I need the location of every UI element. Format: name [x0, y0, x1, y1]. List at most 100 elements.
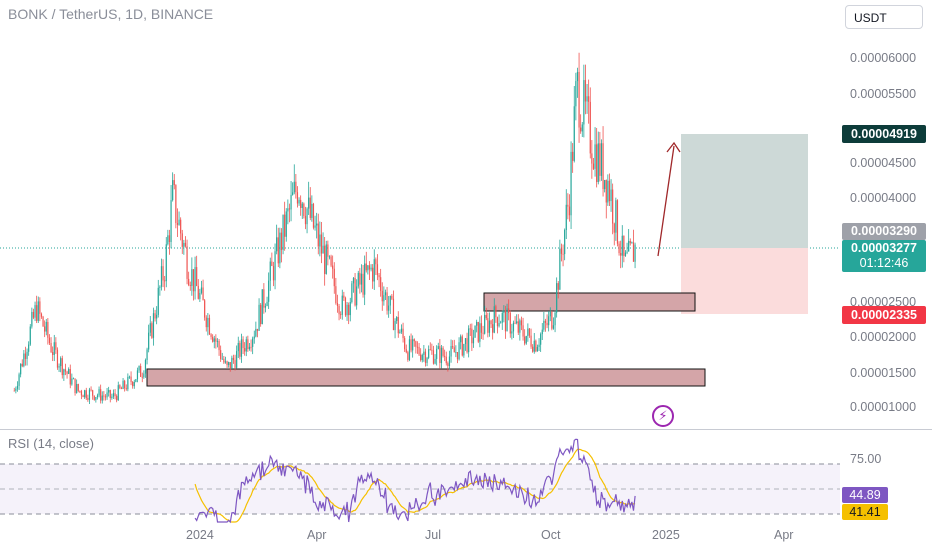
- candle-body: [463, 343, 465, 356]
- candle-body: [351, 283, 353, 303]
- candle-body: [442, 347, 444, 356]
- candle-body: [103, 395, 105, 397]
- candle-body: [511, 331, 513, 334]
- candle-body: [258, 304, 260, 331]
- candle-body: [573, 106, 575, 161]
- candle-body: [608, 180, 611, 202]
- candle-body: [405, 349, 407, 353]
- candle-body: [532, 346, 534, 352]
- candle-body: [240, 339, 243, 357]
- candle-body: [620, 253, 622, 256]
- candle-body: [484, 314, 486, 334]
- candle-body: [252, 338, 254, 347]
- candle-body: [20, 363, 22, 375]
- candle-body: [324, 245, 326, 274]
- candle-body: [560, 248, 563, 254]
- candle-body: [365, 263, 367, 271]
- candle-body: [16, 385, 19, 389]
- candle-body: [410, 339, 412, 351]
- candle-body: [568, 206, 571, 216]
- candle-body: [570, 151, 572, 216]
- currency-button[interactable]: USDT: [845, 5, 923, 29]
- candle-body: [52, 352, 54, 355]
- candle-body: [300, 199, 302, 209]
- candle-body: [500, 322, 502, 324]
- candle-body: [488, 320, 491, 333]
- rsi-indicator-title[interactable]: RSI (14, close): [8, 436, 94, 451]
- candle-body: [586, 96, 588, 102]
- candle-body: [359, 272, 361, 285]
- candle-body: [101, 395, 103, 401]
- candle-body: [58, 366, 60, 368]
- symbol-title[interactable]: BONK / TetherUS, 1D, BINANCE: [8, 6, 214, 22]
- candle-body: [469, 328, 471, 330]
- candle-body: [87, 398, 89, 400]
- candle-body: [109, 390, 111, 398]
- candle-body: [455, 352, 457, 353]
- candle-body: [428, 349, 430, 358]
- candle-body: [106, 392, 108, 398]
- flash-icon[interactable]: ⚡: [652, 405, 674, 427]
- candle-body: [468, 328, 470, 353]
- candle-body: [471, 328, 473, 344]
- candle-body: [226, 361, 228, 366]
- candle-body: [162, 266, 164, 281]
- last-price-value: 0.00003277: [850, 241, 918, 255]
- candle-body: [404, 338, 406, 350]
- candle-body: [548, 316, 550, 326]
- candle-body: [130, 376, 132, 382]
- candle-body: [56, 349, 59, 368]
- candle-body: [476, 321, 478, 326]
- candle-body: [210, 334, 212, 337]
- candle-body: [93, 395, 95, 400]
- candle-body: [344, 297, 347, 316]
- candle-body: [44, 326, 46, 332]
- candle-body: [480, 323, 483, 333]
- candle-body: [85, 390, 87, 399]
- candle-body: [509, 313, 511, 334]
- rsi-ma-tag: 41.41: [842, 504, 888, 520]
- candle-body: [276, 237, 278, 252]
- candle-body: [514, 322, 516, 324]
- candle-body: [173, 180, 175, 186]
- candle-body: [613, 223, 615, 233]
- candle-body: [45, 321, 47, 332]
- candle-body: [452, 346, 454, 348]
- candle-body: [40, 313, 43, 317]
- candle-body: [178, 219, 180, 225]
- candle-body: [485, 314, 487, 319]
- candle-body: [37, 301, 39, 321]
- candle-body: [29, 326, 31, 345]
- candle-body: [320, 234, 323, 254]
- candle-body: [138, 366, 140, 371]
- candle-body: [205, 317, 207, 328]
- candle-body: [69, 369, 71, 385]
- price-axis-label: 0.00002500: [850, 295, 917, 309]
- candle-body: [274, 251, 276, 281]
- candle-body: [386, 292, 388, 311]
- candle-body: [224, 361, 227, 363]
- candle-body: [533, 340, 535, 352]
- candle-body: [607, 180, 609, 203]
- candle-body: [559, 248, 561, 290]
- candle-body: [132, 381, 134, 387]
- support-zone-upper: [483, 292, 696, 312]
- candle-body: [24, 353, 27, 359]
- candle-body: [412, 339, 414, 351]
- candle-body: [496, 317, 499, 327]
- candle-body: [92, 390, 94, 396]
- candle-body: [317, 223, 319, 247]
- bar-countdown: 01:12:46: [859, 256, 909, 270]
- candle-body: [368, 265, 371, 270]
- candle-body: [146, 349, 148, 361]
- candle-body: [551, 311, 553, 329]
- candle-body: [530, 335, 532, 347]
- candle-body: [116, 396, 118, 401]
- candle-body: [584, 80, 587, 102]
- candle-body: [624, 252, 627, 256]
- candle-body: [212, 336, 214, 342]
- candle-body: [437, 346, 439, 349]
- candle-body: [328, 256, 331, 258]
- candle-body: [572, 151, 574, 161]
